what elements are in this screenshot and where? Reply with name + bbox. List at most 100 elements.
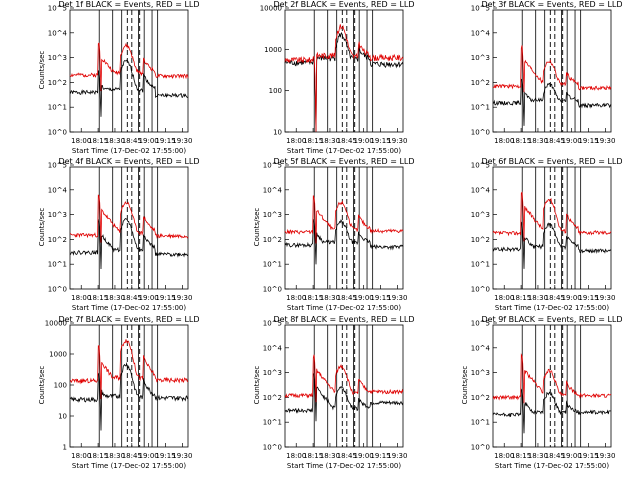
chart-panel-5: Det 5f BLACK = Events, RED = LLD 10^0 10^1…: [253, 157, 415, 312]
y-tick-label: 10^4: [263, 344, 283, 352]
panel-title: Det 6f BLACK = Events, RED = LLD: [481, 157, 622, 166]
x-tick-label: 19:15: [370, 452, 390, 460]
series-lld-line: [284, 354, 404, 403]
x-tick-label: 18:15: [303, 452, 323, 460]
chart-panel-7: Det 7f BLACK = Events, RED = LLD 1 10 100 10…: [38, 315, 200, 470]
y-tick-label: 10^2: [471, 236, 490, 244]
x-tick-label: 18:30: [105, 452, 125, 460]
x-tick-label: 18:45: [122, 294, 142, 302]
plot-frame: [492, 9, 612, 133]
chart-panel-4: Det 4f BLACK = Events, RED = LLD 10^0 10^1…: [38, 157, 200, 312]
panel-title: Det 4f BLACK = Events, RED = LLD: [58, 157, 199, 166]
plot-frame: [284, 324, 404, 448]
x-axis-title: Start Time (17-Dec-02 17:55:00): [72, 304, 186, 312]
series-events-line: [69, 361, 189, 431]
plot-frame: [284, 166, 404, 290]
x-axis-title: Start Time (17-Dec-02 17:55:00): [72, 462, 186, 470]
y-tick-label: 10^4: [471, 344, 491, 352]
x-tick-label: 19:15: [370, 294, 390, 302]
x-tick-label: 18:15: [88, 452, 108, 460]
y-tick-label: 10^0: [48, 286, 67, 294]
x-tick-label: 19:30: [172, 294, 192, 302]
series-lld-line: [284, 24, 404, 132]
x-axis-title: Start Time (17-Dec-02 17:55:00): [287, 304, 401, 312]
series-lld-line: [69, 339, 189, 400]
x-tick-label: 18:15: [303, 294, 323, 302]
y-axis-title: Counts/sec: [253, 366, 261, 405]
x-tick-label: 19:30: [595, 452, 615, 460]
panel-title: Det 9f BLACK = Events, RED = LLD: [481, 315, 622, 324]
x-tick-label: 19:00: [354, 294, 374, 302]
y-tick-label: 10^0: [471, 286, 490, 294]
panel-title: Det 5f BLACK = Events, RED = LLD: [273, 157, 414, 166]
x-tick-label: 18:30: [528, 294, 548, 302]
series-lld-line: [492, 353, 612, 404]
y-tick-label: 10^4: [471, 29, 491, 37]
y-tick-label: 10: [58, 413, 67, 421]
plot-frame: [69, 166, 189, 290]
x-tick-label: 18:00: [494, 294, 514, 302]
x-tick-label: 18:15: [303, 137, 323, 145]
x-axis-title: Start Time (17-Dec-02 17:55:00): [495, 304, 609, 312]
x-tick-label: 18:00: [286, 137, 306, 145]
x-tick-label: 18:15: [511, 294, 531, 302]
x-tick-label: 18:00: [494, 137, 514, 145]
y-tick-label: 10^3: [471, 369, 490, 377]
chart-panel-1: Det 1f BLACK = Events, RED = LLD 10^0 10^1…: [38, 0, 200, 155]
x-tick-label: 18:45: [337, 452, 357, 460]
x-tick-label: 19:15: [155, 452, 175, 460]
x-tick-label: 19:30: [387, 452, 407, 460]
x-tick-label: 19:30: [595, 294, 615, 302]
y-tick-label: 10^5: [48, 162, 67, 170]
series-events-line: [284, 373, 404, 422]
x-tick-label: 19:15: [578, 294, 598, 302]
y-tick-label: 10^1: [263, 419, 282, 427]
plot-frame: [284, 9, 404, 133]
chart-panel-6: Det 6f BLACK = Events, RED = LLD 10^0 10^1…: [471, 157, 623, 312]
x-tick-label: 18:00: [494, 452, 514, 460]
y-tick-label: 10^2: [48, 236, 67, 244]
x-axis-title: Start Time (17-Dec-02 17:55:00): [287, 462, 401, 470]
y-axis-title: Counts/sec: [253, 208, 261, 247]
y-tick-label: 10^0: [471, 444, 490, 452]
x-tick-label: 18:00: [71, 137, 91, 145]
x-tick-label: 19:30: [595, 137, 615, 145]
x-tick-label: 19:00: [139, 137, 159, 145]
x-tick-label: 18:15: [88, 294, 108, 302]
y-tick-label: 10000: [260, 5, 282, 13]
x-tick-label: 18:30: [105, 294, 125, 302]
x-tick-label: 18:45: [122, 137, 142, 145]
y-tick-label: 10^3: [263, 369, 282, 377]
y-tick-label: 10^3: [48, 211, 67, 219]
panel-title: Det 7f BLACK = Events, RED = LLD: [58, 315, 199, 324]
y-tick-label: 10^1: [48, 104, 67, 112]
y-tick-label: 10^5: [471, 162, 490, 170]
y-tick-label: 10^3: [48, 54, 67, 62]
x-tick-label: 19:00: [354, 452, 374, 460]
series-lld-line: [69, 194, 189, 243]
x-tick-label: 19:15: [155, 294, 175, 302]
y-tick-label: 10^2: [48, 79, 67, 87]
x-tick-label: 19:15: [578, 137, 598, 145]
x-tick-label: 19:15: [370, 137, 390, 145]
y-tick-label: 1: [63, 444, 67, 452]
plot-frame: [69, 9, 189, 133]
x-tick-label: 19:15: [578, 452, 598, 460]
x-tick-label: 18:00: [286, 294, 306, 302]
y-tick-label: 1000: [264, 46, 282, 54]
x-tick-label: 19:00: [354, 137, 374, 145]
series-lld-line: [284, 195, 404, 244]
x-tick-label: 19:00: [139, 452, 159, 460]
x-axis-title: Start Time (17-Dec-02 17:55:00): [72, 147, 186, 155]
x-tick-label: 18:30: [528, 137, 548, 145]
x-tick-label: 19:00: [562, 294, 582, 302]
y-tick-label: 10^5: [48, 5, 67, 13]
y-tick-label: 10^1: [48, 261, 67, 269]
y-tick-label: 10^4: [263, 186, 283, 194]
x-tick-label: 19:30: [387, 137, 407, 145]
panel-title: Det 8f BLACK = Events, RED = LLD: [273, 315, 414, 324]
x-tick-label: 18:15: [511, 137, 531, 145]
series-lld-line: [492, 45, 612, 93]
x-tick-label: 19:30: [387, 294, 407, 302]
